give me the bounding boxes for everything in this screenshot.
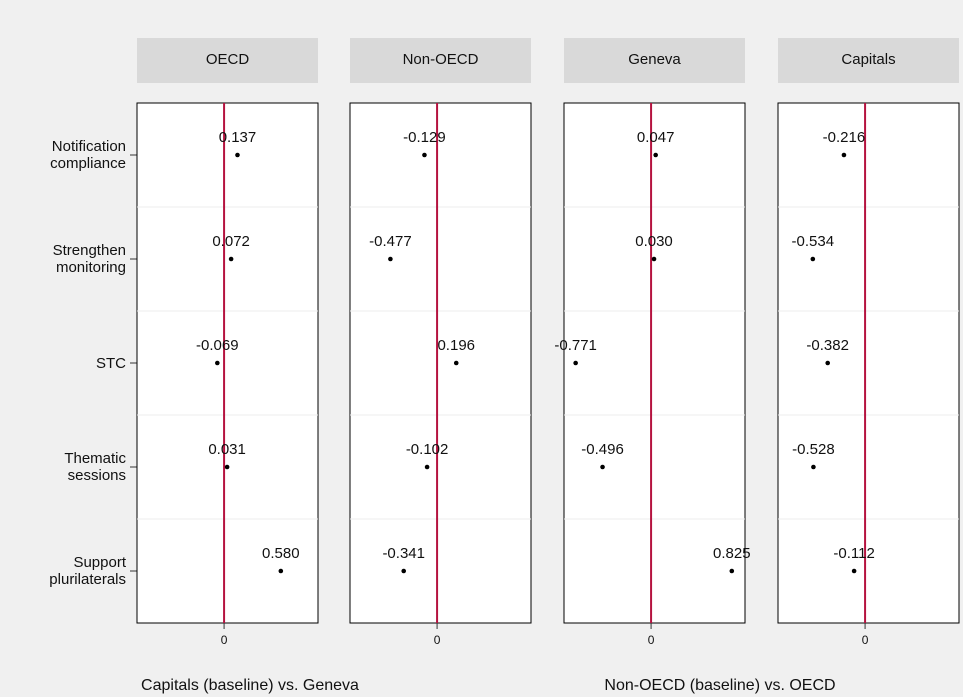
y-tick-label: Support plurilaterals [14,519,126,623]
dot [729,568,735,574]
value-label: -0.129 [403,129,446,146]
value-label: 0.825 [713,545,751,562]
x-axis-label: Non-OECD (baseline) vs. OECD [604,677,835,694]
value-label: -0.112 [833,545,874,562]
y-tick-label: Notification compliance [14,103,126,207]
value-label: 0.196 [437,337,475,354]
x-tick-label: 0 [648,633,655,647]
value-label: 0.031 [208,441,246,458]
value-label: 0.030 [635,233,673,250]
strip-label: Geneva [628,51,681,68]
panel [777,102,960,624]
x-tick-label: 0 [434,633,441,647]
dot [388,256,393,262]
dot [851,568,857,574]
value-label: -0.216 [823,129,866,146]
dot [422,152,427,158]
value-label: 0.047 [637,129,675,146]
dot [401,568,407,574]
panel [349,102,532,624]
value-label: -0.528 [792,441,835,458]
dot [215,360,220,366]
value-label: -0.382 [806,337,849,354]
value-label: -0.069 [196,337,239,354]
strip-label: OECD [206,51,250,68]
x-tick-label: 0 [221,633,228,647]
strip-label: Non-OECD [403,51,479,68]
y-tick-text: Notification compliance [50,138,126,172]
strip-label: Capitals [841,51,895,68]
value-label: -0.341 [382,545,425,562]
y-tick-label: STC [14,311,126,415]
x-axis-label: Capitals (baseline) vs. Geneva [141,677,359,694]
strip [350,38,531,83]
dot [278,568,284,574]
value-label: 0.137 [219,129,257,146]
y-tick-text: STC [96,354,126,372]
dot [573,360,578,366]
dot [825,360,831,366]
y-tick-text: Support plurilaterals [49,554,126,588]
y-tick-text: Strengthen monitoring [52,242,126,276]
dot [810,256,816,262]
y-tick-text: Thematic sessions [64,450,126,484]
strip [564,38,745,83]
dot [224,464,230,470]
value-label: -0.102 [406,441,449,458]
strip [778,38,959,83]
dot [453,360,459,366]
dot [811,464,816,470]
panel [136,102,319,624]
value-label: -0.534 [792,233,835,250]
panel [563,102,746,624]
value-label: -0.771 [554,337,597,354]
value-label: -0.496 [581,441,624,458]
strip [137,38,318,83]
y-tick-label: Thematic sessions [14,415,126,519]
dot [651,256,657,262]
x-tick-label: 0 [862,633,869,647]
value-label: 0.580 [262,545,300,562]
dot [424,464,430,470]
dot [841,152,847,158]
y-tick-label: Strengthen monitoring [14,207,126,311]
dot [600,464,605,470]
value-label: -0.477 [369,233,412,250]
dot [228,256,234,262]
value-label: 0.072 [212,233,250,250]
dot [653,152,658,158]
dot [235,152,240,158]
